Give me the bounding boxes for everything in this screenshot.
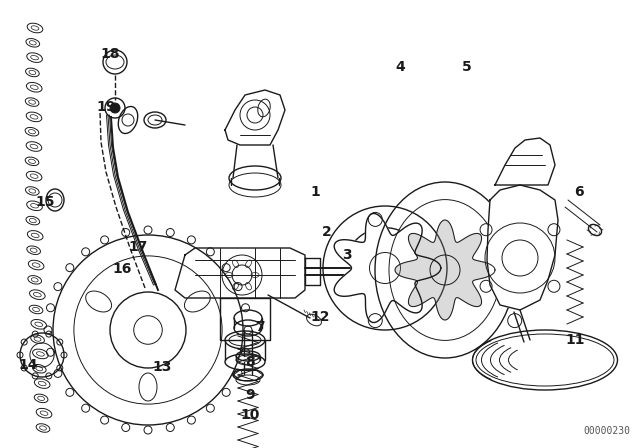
Polygon shape: [334, 214, 441, 323]
Polygon shape: [175, 248, 305, 298]
Polygon shape: [225, 90, 285, 145]
Circle shape: [110, 103, 120, 113]
Text: 15: 15: [35, 195, 54, 209]
Polygon shape: [487, 185, 558, 310]
Text: 5: 5: [462, 60, 472, 74]
Text: 3: 3: [342, 248, 351, 262]
Text: 1: 1: [310, 185, 320, 199]
Text: 19: 19: [96, 100, 115, 114]
Polygon shape: [495, 138, 555, 185]
Text: 17: 17: [128, 240, 147, 254]
Text: 14: 14: [18, 358, 38, 372]
Polygon shape: [395, 220, 495, 320]
Polygon shape: [220, 298, 270, 340]
Text: 18: 18: [100, 47, 120, 61]
Text: 6: 6: [574, 185, 584, 199]
Text: 12: 12: [310, 310, 330, 324]
Text: 10: 10: [240, 408, 259, 422]
Text: 2: 2: [322, 225, 332, 239]
Text: 4: 4: [395, 60, 404, 74]
Text: 00000230: 00000230: [583, 426, 630, 436]
Text: 8: 8: [245, 355, 255, 369]
Text: 9: 9: [245, 388, 255, 402]
Text: 7: 7: [255, 320, 264, 334]
Text: 11: 11: [565, 333, 584, 347]
Text: 13: 13: [152, 360, 172, 374]
Polygon shape: [305, 258, 320, 285]
Text: 16: 16: [112, 262, 131, 276]
